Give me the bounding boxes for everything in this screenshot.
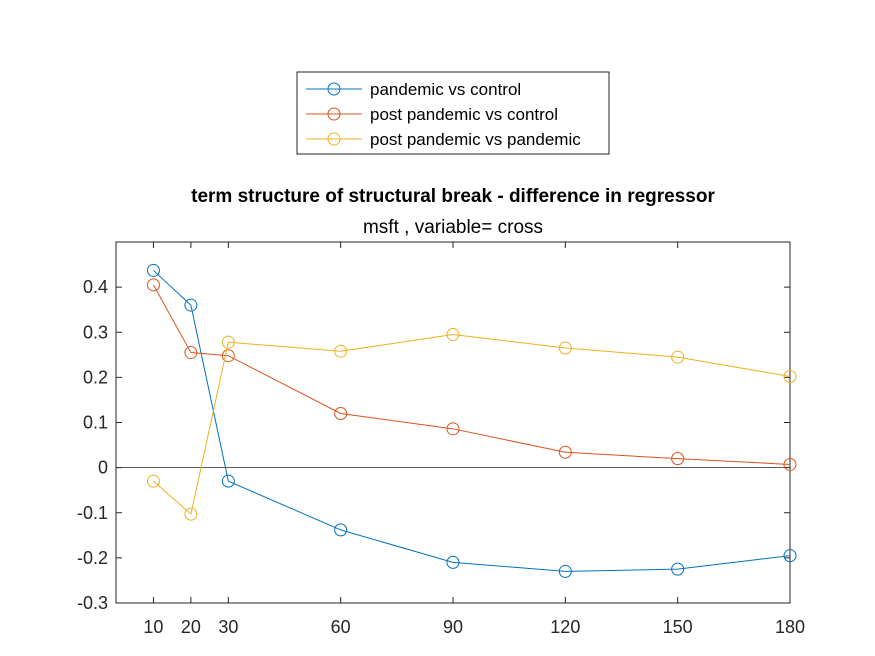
x-tick-label: 120: [550, 617, 580, 637]
data-point-marker: [184, 298, 198, 312]
legend-marker-swatch: [327, 107, 341, 121]
data-point-marker: [783, 549, 797, 563]
x-tick-label: 10: [143, 617, 163, 637]
legend-box: [296, 71, 610, 155]
series-2: [146, 278, 797, 471]
series-3: [146, 328, 797, 521]
data-point-marker: [184, 346, 198, 360]
data-point-marker: [446, 328, 460, 342]
data-point-marker: [446, 555, 460, 569]
series-1: [146, 263, 797, 578]
chart-title: term structure of structural break - dif…: [191, 186, 715, 207]
data-point-marker: [783, 457, 797, 471]
x-tick-label: 60: [331, 617, 351, 637]
legend-marker-swatch: [327, 82, 341, 96]
y-tick-label: 0.2: [83, 367, 108, 387]
x-tick-label: 20: [181, 617, 201, 637]
data-point-marker: [221, 349, 235, 363]
legend-label: post pandemic vs control: [370, 105, 558, 124]
x-tick-label: 180: [775, 617, 805, 637]
x-axis-ticks: 10 20 30 60 90 120 150 180: [143, 242, 805, 637]
data-point-marker: [334, 344, 348, 358]
x-tick-label: 150: [663, 617, 693, 637]
x-tick-label: 90: [443, 617, 463, 637]
series-line: [153, 334, 791, 516]
y-tick-label: -0.2: [77, 548, 108, 568]
data-point-marker: [558, 341, 572, 355]
data-point-marker: [558, 445, 572, 459]
legend-marker-swatch: [327, 132, 341, 146]
legend-entry: post pandemic vs control: [306, 105, 558, 124]
series-line: [153, 270, 791, 572]
data-point-marker: [221, 474, 235, 488]
x-tick-label: 30: [218, 617, 238, 637]
data-point-marker: [334, 523, 348, 537]
data-point-marker: [783, 369, 797, 383]
series-layer: [146, 263, 797, 578]
data-point-marker: [671, 452, 685, 466]
data-point-marker: [671, 350, 685, 364]
data-point-marker: [146, 263, 160, 277]
data-point-marker: [221, 335, 235, 349]
legend-entry: pandemic vs control: [306, 80, 521, 99]
y-tick-label: -0.3: [77, 593, 108, 613]
chart-subtitle: msft , variable= cross: [363, 217, 543, 238]
y-tick-label: -0.1: [77, 503, 108, 523]
y-tick-label: 0.4: [83, 277, 108, 297]
data-point-marker: [146, 278, 160, 292]
data-point-marker: [334, 406, 348, 420]
legend-label: post pandemic vs pandemic: [370, 130, 581, 149]
data-point-marker: [446, 422, 460, 436]
y-tick-label: 0.1: [83, 413, 108, 433]
legend-items: pandemic vs control post pandemic vs cont…: [306, 80, 581, 149]
legend: pandemic vs control post pandemic vs cont…: [296, 71, 610, 155]
data-point-marker: [146, 474, 160, 488]
y-tick-label: 0.3: [83, 322, 108, 342]
y-tick-label: 0: [98, 458, 108, 478]
legend-entry: post pandemic vs pandemic: [306, 130, 581, 149]
data-point-marker: [558, 564, 572, 578]
data-point-marker: [184, 507, 198, 521]
y-axis-ticks: -0.3 -0.2 -0.1 0 0.1 0.2 0.3 0.4: [77, 277, 790, 613]
data-point-marker: [671, 562, 685, 576]
legend-label: pandemic vs control: [370, 80, 521, 99]
